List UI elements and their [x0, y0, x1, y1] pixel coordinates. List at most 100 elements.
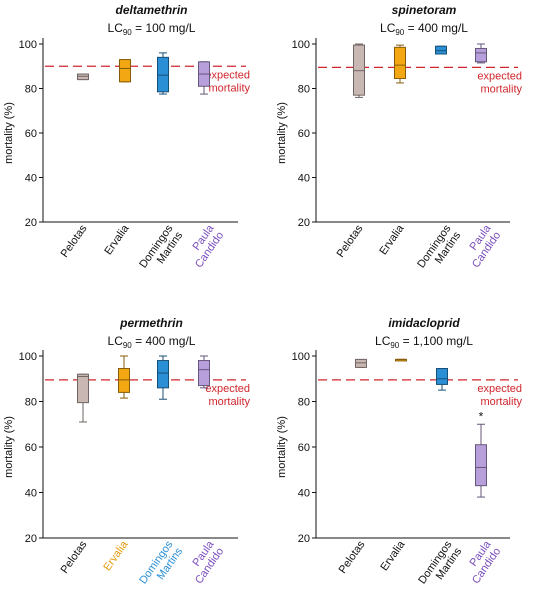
x-tick-label-pelotas: Pelotas: [59, 222, 90, 259]
box-iqr: [355, 358, 367, 368]
box-paula-candido: [198, 355, 210, 389]
expected-mortality-label: expected mortality: [477, 70, 522, 95]
box-iqr: [394, 46, 406, 79]
lc-prefix: LC: [380, 21, 396, 35]
lc-prefix: LC: [375, 334, 391, 348]
box-pelotas: [353, 43, 365, 98]
lc-prefix: LC: [108, 21, 124, 35]
y-tick-label: 60: [298, 128, 310, 140]
annotation-line: expected: [205, 383, 250, 395]
y-tick-label: 60: [298, 442, 310, 454]
lc-value: = 400 mg/L: [404, 21, 468, 35]
expected-mortality-label: expected mortality: [205, 383, 250, 408]
x-tick-label-ervalia: Ervalia: [101, 538, 131, 573]
x-tick-label-line: Pelotas: [337, 538, 368, 575]
y-tick-label: 100: [292, 39, 310, 51]
box-pelotas: [355, 358, 367, 368]
chart-panel-permethrin: permethrin LC90 = 400 mg/L 20 40 60 80 100 mort…: [3, 316, 250, 586]
y-tick-label: 80: [298, 397, 310, 409]
box-iqr: [198, 360, 210, 387]
box-paula-candido: [198, 61, 210, 95]
annotation-line: mortality: [480, 396, 522, 408]
chart-subtitle: LC90 = 400 mg/L: [108, 334, 196, 350]
box-iqr: [157, 360, 169, 389]
chart-subtitle: LC90 = 400 mg/L: [380, 21, 468, 37]
y-tick-label: 40: [298, 173, 310, 185]
y-tick-label: 20: [298, 217, 310, 229]
box-ervalia: [119, 59, 131, 83]
box-iqr: [119, 59, 131, 83]
x-tick-label-line: Ervalia: [378, 538, 408, 573]
annotation-line: mortality: [208, 396, 250, 408]
x-tick-label-line: Ervalia: [102, 222, 132, 257]
y-tick-label: 80: [298, 84, 310, 96]
chart-panel-spinetoram: spinetoram LC90 = 400 mg/L 20 40 60 80 100 mort…: [276, 3, 522, 277]
chart-title: spinetoram: [392, 3, 457, 17]
significance-star: *: [479, 409, 484, 423]
x-tick-label-line: Ervalia: [101, 538, 131, 573]
y-tick-label: 20: [25, 217, 37, 229]
y-tick-label: 80: [25, 84, 37, 96]
y-axis-label: mortality (%): [276, 102, 288, 164]
lc-subscript: 90: [123, 341, 132, 350]
x-tick-label-paula-candido: PaulaCandido: [460, 538, 504, 586]
expected-mortality-label: expected mortality: [205, 69, 250, 94]
box-ervalia: [394, 44, 406, 84]
box-domingos-martins: [157, 52, 169, 95]
y-tick-label: 100: [19, 39, 37, 51]
y-tick-label: 100: [292, 351, 310, 363]
chart-title: deltamethrin: [115, 3, 187, 17]
y-tick-label: 20: [25, 533, 37, 545]
chart-title: imidacloprid: [388, 316, 460, 330]
y-tick-label: 20: [298, 533, 310, 545]
box-iqr: [157, 56, 169, 93]
box-domingos-martins: [157, 355, 169, 400]
y-tick-label: 40: [25, 173, 37, 185]
y-axis-label: mortality (%): [276, 416, 288, 478]
x-tick-label-line: Pelotas: [59, 222, 90, 259]
y-tick-label: 60: [25, 128, 37, 140]
x-tick-label-line: Pelotas: [59, 538, 90, 575]
box-iqr: [77, 373, 89, 404]
chart-subtitle: LC90 = 1,100 mg/L: [375, 334, 473, 350]
x-tick-label-pelotas: Pelotas: [337, 538, 368, 575]
x-tick-label-paula-candido: PaulaCandido: [183, 538, 227, 586]
x-tick-label-paula-candido: PaulaCandido: [460, 222, 504, 270]
box-paula-candido: [475, 43, 487, 64]
y-tick-label: 80: [25, 397, 37, 409]
y-tick-label: 40: [298, 488, 310, 500]
expected-mortality-label: expected mortality: [477, 383, 522, 408]
x-tick-label-line: Pelotas: [335, 222, 366, 259]
box-domingos-martins: [435, 45, 447, 55]
lc-subscript: 90: [123, 28, 132, 37]
x-tick-label-ervalia: Ervalia: [378, 538, 408, 573]
y-tick-label: 100: [19, 351, 37, 363]
box-iqr: [353, 44, 365, 96]
box-paula-candido: [475, 423, 487, 498]
x-tick-label-pelotas: Pelotas: [335, 222, 366, 259]
y-tick-label: 40: [25, 488, 37, 500]
box-ervalia: [395, 358, 407, 362]
lc-subscript: 90: [390, 341, 399, 350]
box-iqr: [118, 368, 130, 393]
x-tick-label-domingos-martins: DomingosMartins: [415, 222, 463, 277]
lc-prefix: LC: [108, 334, 124, 348]
chart-panel-imidacloprid: imidacloprid LC90 = 1,100 mg/L 20 40 60 80 100…: [276, 316, 522, 593]
box-pelotas: [77, 373, 89, 423]
annotation-line: mortality: [208, 82, 250, 94]
lc-subscript: 90: [395, 28, 404, 37]
box-iqr: [77, 73, 89, 81]
annotation-line: mortality: [480, 83, 522, 95]
y-tick-label: 60: [25, 442, 37, 454]
chart-title: permethrin: [119, 316, 183, 330]
lc-value: = 400 mg/L: [132, 334, 196, 348]
annotation-line: expected: [477, 383, 522, 395]
lc-value: = 100 mg/L: [132, 21, 196, 35]
box-iqr: [475, 47, 487, 63]
box-iqr: [436, 368, 448, 385]
y-axis-label: mortality (%): [3, 416, 15, 478]
box-pelotas: [77, 73, 89, 81]
x-tick-label-domingos-martins: DomingosMartins: [137, 222, 185, 277]
x-tick-label-domingos-martins: DomingosMartins: [416, 538, 464, 593]
